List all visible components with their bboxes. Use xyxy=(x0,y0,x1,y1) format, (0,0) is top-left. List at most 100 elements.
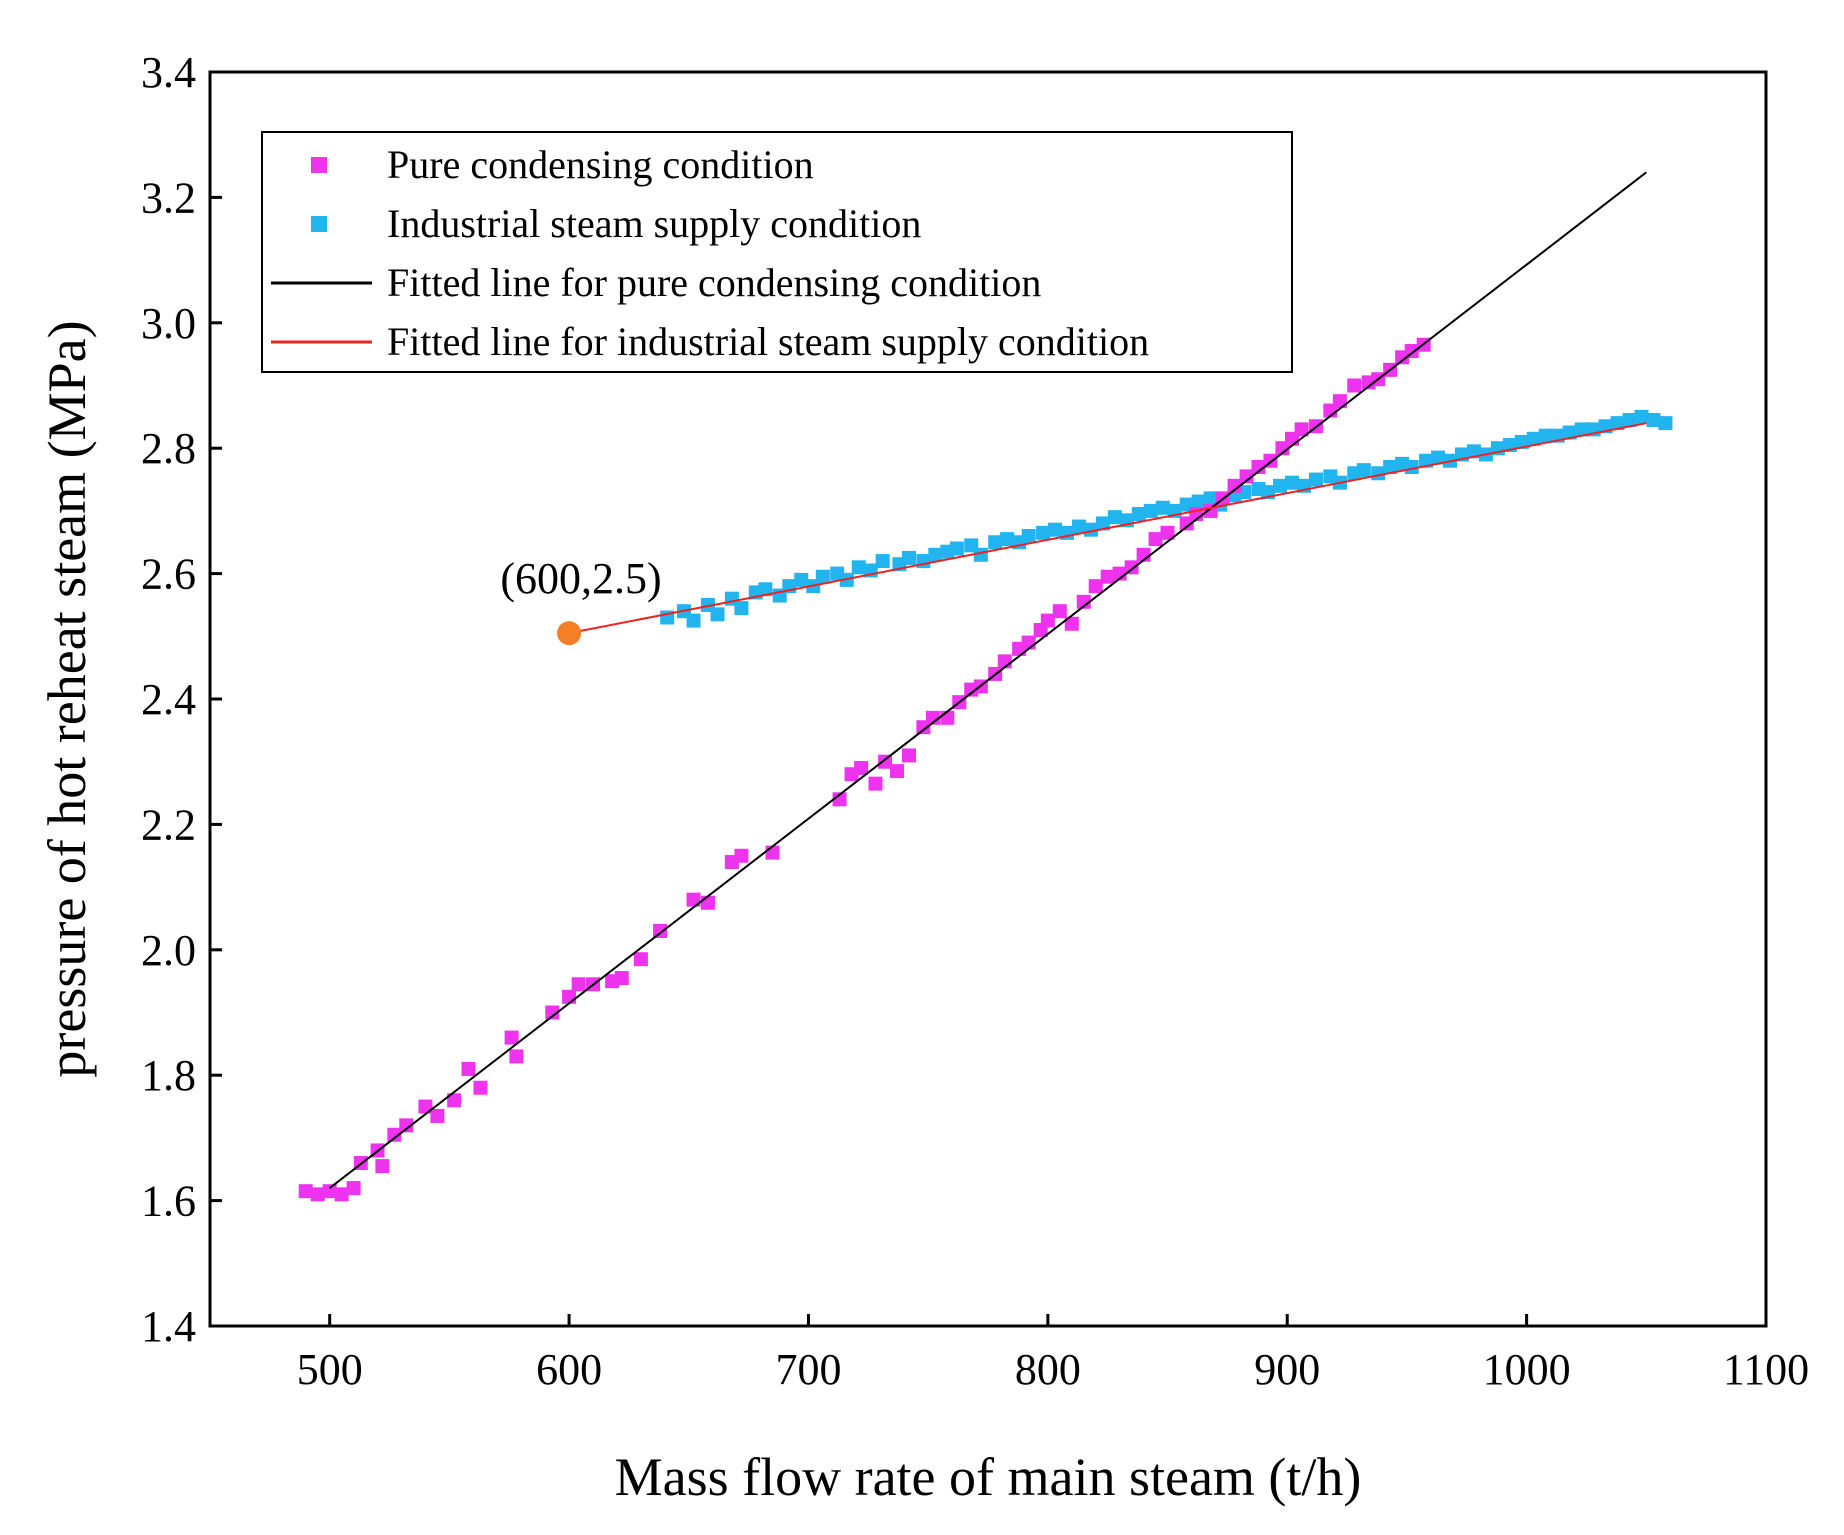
y-tick-label: 1.8 xyxy=(141,1051,196,1100)
data-point xyxy=(1048,522,1063,537)
data-point xyxy=(765,845,780,860)
y-tick-label: 2.0 xyxy=(141,926,196,975)
data-point xyxy=(815,569,830,584)
data-point xyxy=(633,952,648,967)
data-point xyxy=(1160,525,1175,540)
data-point xyxy=(473,1080,488,1095)
data-point xyxy=(700,895,715,910)
data-point xyxy=(1431,450,1446,465)
x-tick-label: 800 xyxy=(1015,1345,1081,1394)
data-point xyxy=(545,1005,560,1020)
data-point xyxy=(346,1181,361,1196)
data-point xyxy=(1347,378,1362,393)
data-point xyxy=(686,613,701,628)
data-point xyxy=(461,1061,476,1076)
data-point xyxy=(447,1093,462,1108)
data-point xyxy=(418,1099,433,1114)
data-point xyxy=(1526,431,1541,446)
data-point xyxy=(1064,616,1079,631)
data-point xyxy=(1574,422,1589,437)
data-point xyxy=(1083,522,1098,537)
data-point xyxy=(1107,510,1122,525)
y-tick-label: 1.6 xyxy=(141,1177,196,1226)
data-point xyxy=(854,760,869,775)
data-point xyxy=(1332,394,1347,409)
data-point xyxy=(1610,416,1625,431)
data-point xyxy=(387,1127,402,1142)
data-point xyxy=(1100,569,1115,584)
data-point xyxy=(1088,579,1103,594)
data-point xyxy=(902,550,917,565)
data-point xyxy=(1191,494,1206,509)
legend-label-pure: Pure condensing condition xyxy=(387,142,814,187)
data-point xyxy=(375,1159,390,1174)
data-point xyxy=(1371,466,1386,481)
data-point xyxy=(1052,604,1067,619)
data-point xyxy=(1622,412,1637,427)
data-point xyxy=(1251,460,1266,475)
data-point xyxy=(430,1108,445,1123)
data-point xyxy=(868,776,883,791)
data-point xyxy=(562,989,577,1004)
data-point xyxy=(322,1184,337,1199)
data-point xyxy=(1285,475,1300,490)
x-tick-label: 700 xyxy=(775,1345,841,1394)
data-point xyxy=(1227,478,1242,493)
data-point xyxy=(1646,412,1661,427)
data-point xyxy=(1071,519,1086,534)
data-point xyxy=(1040,613,1055,628)
x-tick-label: 900 xyxy=(1254,1345,1320,1394)
data-point xyxy=(902,748,917,763)
data-point xyxy=(1419,453,1434,468)
data-point xyxy=(1143,503,1158,518)
data-point xyxy=(1155,500,1170,515)
fit-line-industrial xyxy=(568,422,1647,635)
data-point xyxy=(686,892,701,907)
x-tick-label: 1100 xyxy=(1723,1345,1809,1394)
legend-label-fit-industrial: Fitted line for industrial steam supply … xyxy=(387,319,1149,364)
data-point xyxy=(925,710,940,725)
data-point xyxy=(1356,463,1371,478)
y-tick-label: 2.6 xyxy=(141,550,196,599)
x-tick-label: 600 xyxy=(536,1345,602,1394)
data-point xyxy=(399,1118,414,1133)
data-point xyxy=(1021,635,1036,650)
data-point xyxy=(794,572,809,587)
data-point xyxy=(875,554,890,569)
axis-ticks: 500 600 700 800 900 1000 1100 1.4 1.6 1.8 2.0 2.2 2.… xyxy=(141,48,1809,1394)
data-point xyxy=(1658,416,1673,431)
data-point xyxy=(1095,516,1110,531)
y-tick-label: 1.4 xyxy=(141,1302,196,1351)
legend-label-fit-pure: Fitted line for pure condensing conditio… xyxy=(387,260,1041,305)
data-point xyxy=(734,848,749,863)
data-point xyxy=(890,764,905,779)
data-point xyxy=(1131,507,1146,522)
data-point xyxy=(310,1187,325,1202)
data-point xyxy=(928,547,943,562)
y-tick-label: 3.4 xyxy=(141,48,196,97)
data-point xyxy=(1021,528,1036,543)
y-axis-title: pressure of hot reheat steam (MPa) xyxy=(37,320,97,1077)
data-point xyxy=(940,710,955,725)
data-point xyxy=(571,977,586,992)
data-point xyxy=(1514,434,1529,449)
data-layer xyxy=(298,171,1673,1202)
data-point xyxy=(614,971,629,986)
data-point xyxy=(1239,469,1254,484)
data-point xyxy=(758,582,773,597)
annotation-layer: (600,2.5) xyxy=(500,554,662,646)
legend-box xyxy=(261,131,1293,373)
data-point xyxy=(1466,444,1481,459)
data-point xyxy=(1294,422,1309,437)
fit-line-pure xyxy=(329,171,1647,1189)
data-point xyxy=(878,754,893,769)
data-point xyxy=(1634,409,1649,424)
data-point xyxy=(1203,503,1218,518)
data-point xyxy=(734,601,749,616)
data-point xyxy=(832,792,847,807)
y-tick-label: 2.4 xyxy=(141,675,196,724)
annotation-point xyxy=(557,621,582,646)
x-axis-title: Mass flow rate of main steam (t/h) xyxy=(615,1447,1362,1507)
legend: Pure condensing condition Industrial ste… xyxy=(261,131,1293,373)
